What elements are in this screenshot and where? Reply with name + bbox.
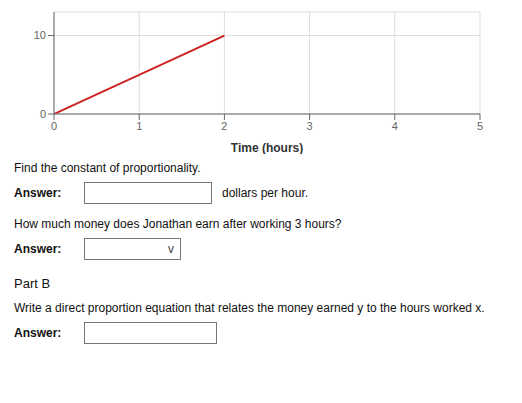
- html-text:v: v: [168, 242, 174, 256]
- svg-text:1: 1: [136, 120, 142, 132]
- html-text:Answer:: Answer:: [14, 242, 62, 256]
- svg-text:0: 0: [51, 120, 57, 132]
- svg-text:10: 10: [34, 29, 46, 41]
- html-text:Write a direct proportion equa: Write a direct proportion equation that …: [14, 301, 485, 315]
- html-text:Part B: Part B: [14, 276, 51, 291]
- html-text:Answer:: Answer:: [14, 326, 62, 340]
- html-text:Find the constant of proportio: Find the constant of proportionality.: [14, 161, 201, 175]
- html-text:dollars per hour.: dollars per hour.: [222, 186, 309, 200]
- html-text:How much money does Jonathan e: How much money does Jonathan earn after …: [14, 217, 342, 231]
- svg-text:4: 4: [392, 120, 398, 132]
- html-text:Answer:: Answer:: [14, 186, 62, 200]
- svg-text:3: 3: [307, 120, 313, 132]
- svg-text:Time (hours): Time (hours): [231, 141, 303, 154]
- svg-text:5: 5: [477, 120, 483, 132]
- svg-text:0: 0: [40, 108, 46, 120]
- svg-text:2: 2: [221, 120, 227, 132]
